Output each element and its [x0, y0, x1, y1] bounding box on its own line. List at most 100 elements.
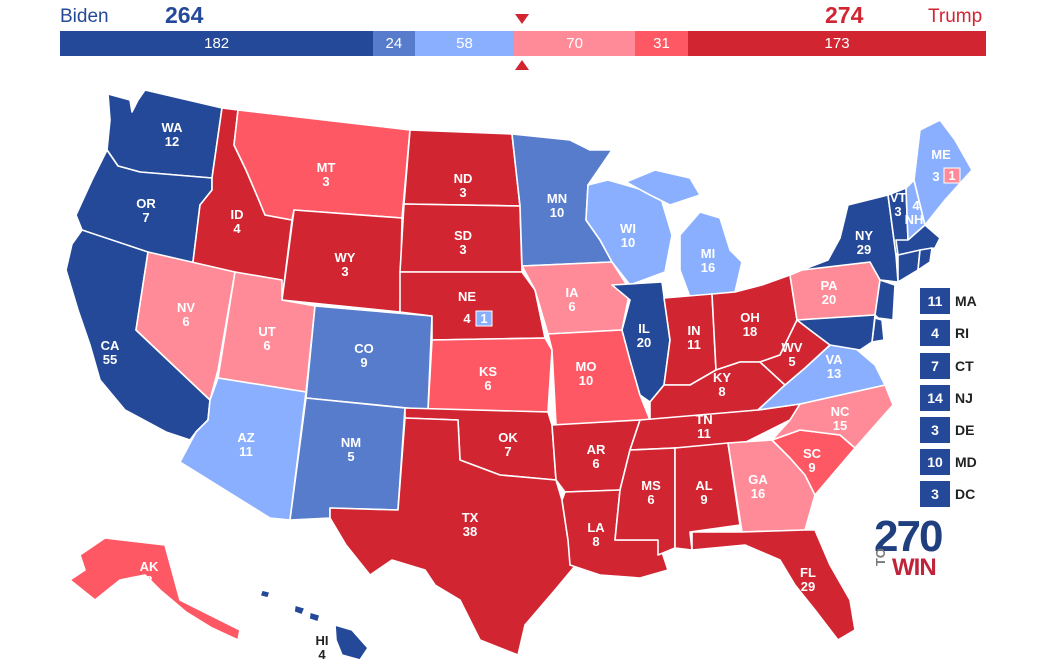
label-nv-abbr: NV [177, 300, 195, 315]
small-state-name: MD [955, 454, 977, 470]
svg-text:NE4: NE 4 [458, 289, 476, 326]
svg-text:AL9: AL 9 [695, 478, 712, 507]
rep-electoral-total: 274 [825, 2, 864, 28]
label-nh-abbr: NH [905, 212, 924, 227]
ne-split-vote-box[interactable] [475, 310, 493, 327]
svg-text:WV5: WV 5 [782, 340, 803, 369]
svg-text:SD3: SD 3 [454, 228, 472, 257]
bar-segment-likely-rep[interactable]: 31 [634, 31, 689, 56]
svg-text:VT3: VT 3 [890, 190, 907, 219]
label-ak-ev: 3 [145, 573, 152, 588]
label-nm-abbr: NM [341, 435, 361, 450]
label-mo-ev: 10 [579, 373, 593, 388]
state-nj[interactable] [874, 279, 896, 321]
small-state-ma[interactable]: 11 MA [920, 288, 977, 314]
bar-segment-likely-dem[interactable]: 24 [373, 31, 415, 56]
state-ri[interactable] [917, 247, 933, 271]
small-state-nj[interactable]: 14 NJ [920, 385, 973, 411]
svg-text:KS6: KS 6 [479, 364, 497, 393]
label-sc-abbr: SC [803, 446, 822, 461]
label-ia-ev: 6 [568, 299, 575, 314]
small-state-dc[interactable]: 3 DC [920, 481, 975, 507]
label-ut-ev: 6 [263, 338, 270, 353]
svg-text:ID4: ID 4 [231, 207, 244, 236]
state-fl[interactable] [691, 529, 856, 641]
svg-text:4NH: 4 NH [905, 198, 924, 227]
small-state-ri[interactable]: 4 RI [920, 320, 969, 346]
state-mi[interactable] [625, 169, 743, 298]
label-oh-abbr: OH [740, 310, 760, 325]
label-az-ev: 11 [239, 444, 253, 459]
label-sd-ev: 3 [459, 242, 466, 257]
small-state-de[interactable]: 3 DE [920, 417, 974, 443]
label-tn-ev: 11 [697, 426, 711, 441]
svg-text:ME3: ME 3 [931, 147, 951, 184]
label-tn-abbr: TN [695, 412, 712, 427]
label-me-ev: 3 [932, 169, 939, 184]
bar-segment-lean-dem[interactable]: 58 [414, 31, 515, 56]
label-nc-abbr: NC [831, 404, 850, 419]
state-md[interactable] [796, 314, 876, 351]
small-state-ev: 7 [920, 353, 950, 379]
svg-text:NV6: NV 6 [177, 300, 195, 329]
label-ca-ev: 55 [103, 352, 117, 367]
label-mi-ev: 16 [701, 260, 715, 275]
midline-down-arrow-icon [515, 14, 529, 24]
svg-text:CO9: CO 9 [354, 341, 374, 370]
state-ct[interactable] [897, 249, 921, 283]
label-mi-abbr: MI [701, 246, 715, 261]
label-mt-abbr: MT [317, 160, 336, 175]
state-nv[interactable] [135, 251, 236, 401]
state-ak[interactable] [69, 537, 241, 641]
midline-up-arrow-icon [515, 60, 529, 70]
ne-split-vote-label: 1 [480, 311, 487, 326]
label-mn-abbr: MN [547, 191, 567, 206]
small-state-ct[interactable]: 7 CT [920, 353, 974, 379]
state-co[interactable] [305, 305, 433, 411]
label-va-ev: 13 [827, 366, 841, 381]
state-wi[interactable] [585, 179, 673, 286]
small-state-ev: 3 [920, 481, 950, 507]
small-state-ev: 10 [920, 449, 950, 475]
svg-text:SC9: SC 9 [803, 446, 822, 475]
label-nh-ev: 4 [912, 198, 920, 213]
270towin-logo[interactable]: 270 TO WIN [872, 512, 952, 582]
small-state-name: NJ [955, 390, 973, 406]
label-wv-ev: 5 [788, 354, 795, 369]
dem-electoral-total: 264 [165, 2, 204, 28]
svg-text:OR7: OR 7 [136, 196, 156, 225]
electoral-vote-bar: 182 24 58 70 31 173 [60, 31, 986, 56]
state-ks[interactable] [427, 337, 553, 413]
label-az-abbr: AZ [237, 430, 254, 445]
state-me[interactable] [913, 119, 973, 226]
small-state-ev: 11 [920, 288, 950, 314]
bar-segment-lean-rep[interactable]: 70 [514, 31, 635, 56]
state-labels: WA 12 OR 7 CA 55 ID 4 NV 6 MT 3 WY 3 UT 6 AZ 11 C… [101, 120, 951, 662]
small-state-ev: 4 [920, 320, 950, 346]
label-wi-ev: 10 [621, 235, 635, 250]
label-ne-ev: 4 [463, 311, 471, 326]
state-hi[interactable] [259, 589, 369, 661]
small-state-md[interactable]: 10 MD [920, 449, 977, 475]
label-nc-ev: 15 [833, 418, 847, 433]
state-nc[interactable] [771, 384, 894, 449]
label-hi-ev: 4 [318, 647, 326, 662]
bar-segment-safe-rep[interactable]: 173 [688, 31, 986, 56]
svg-text:OK7: OK 7 [498, 430, 518, 459]
label-hi-abbr: HI [316, 633, 329, 648]
label-pa-ev: 20 [822, 292, 836, 307]
label-ky-abbr: KY [713, 370, 731, 385]
state-tx[interactable] [329, 417, 581, 656]
bar-segment-safe-dem[interactable]: 182 [60, 31, 374, 56]
me-split-vote-box[interactable] [943, 167, 961, 184]
svg-text:IA6: IA 6 [566, 285, 580, 314]
svg-text:KY8: KY 8 [713, 370, 731, 399]
svg-text:HI4: HI 4 [316, 633, 329, 662]
